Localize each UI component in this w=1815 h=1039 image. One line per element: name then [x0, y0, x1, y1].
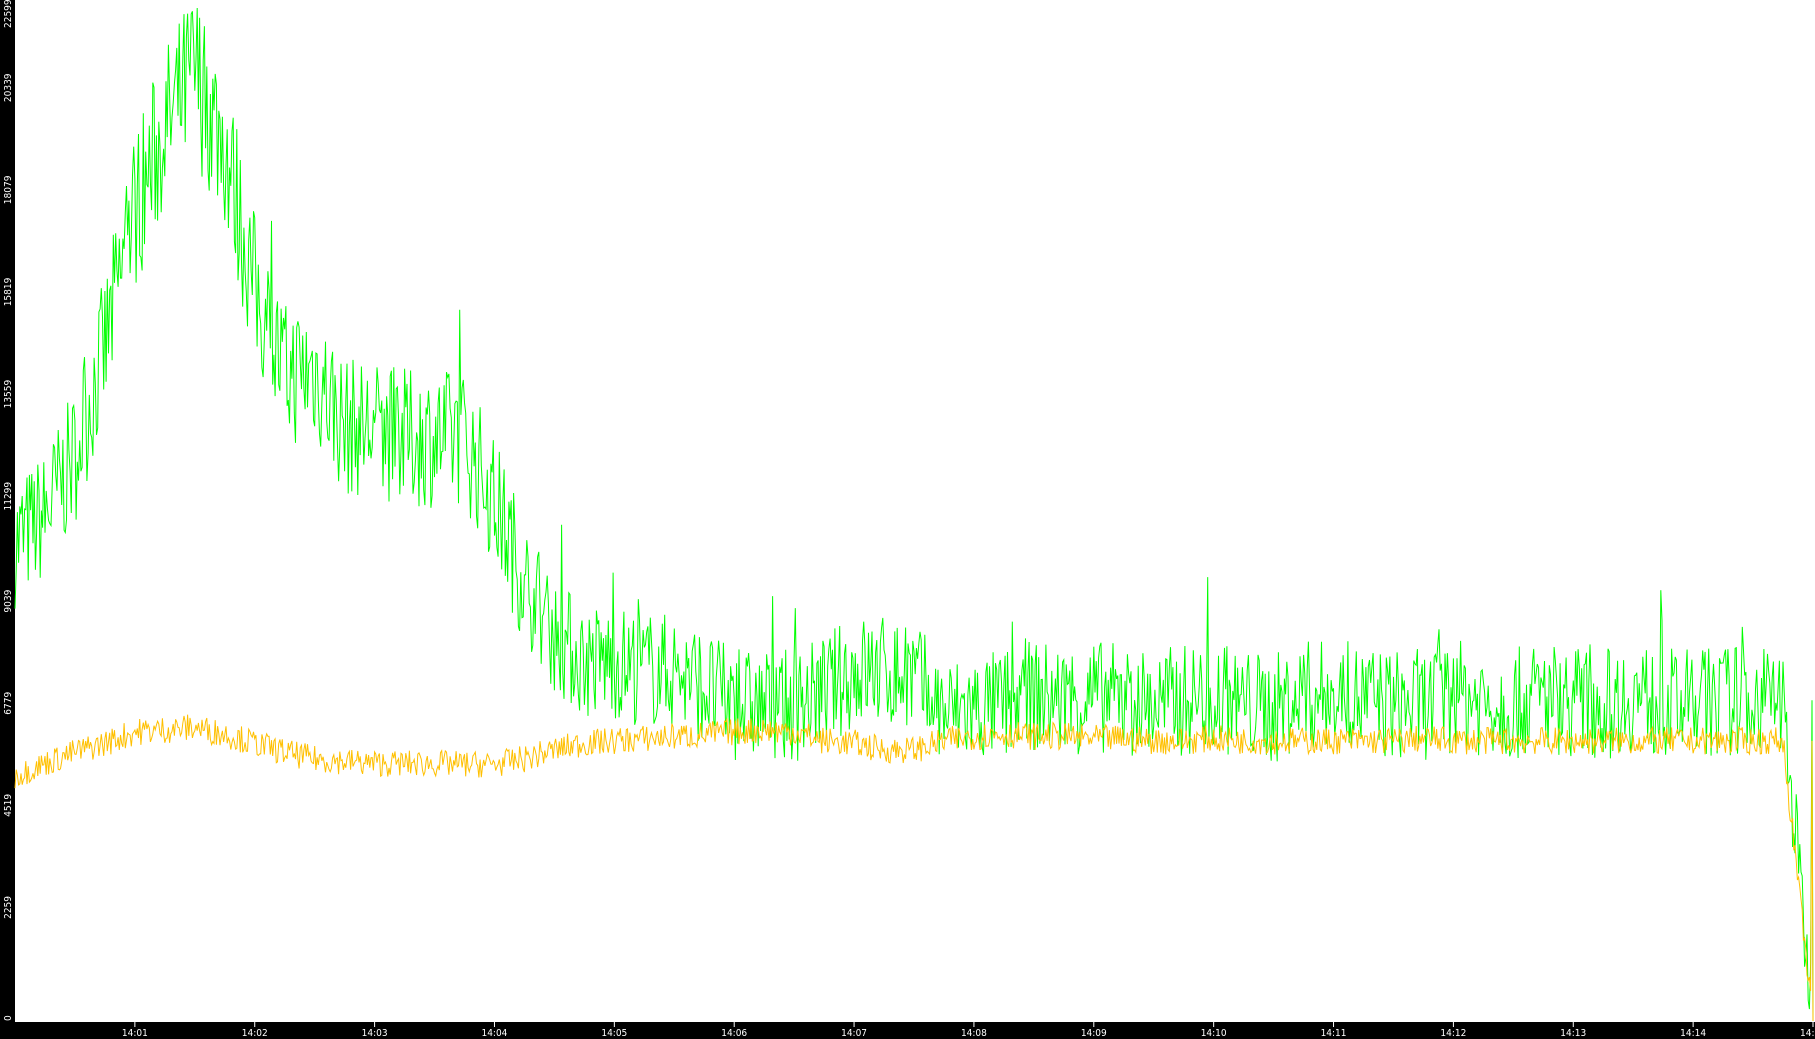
x-tick-label: 14:11: [1321, 1028, 1347, 1039]
x-tick-label: 14:14: [1680, 1028, 1706, 1039]
x-tick-label: 14:12: [1440, 1028, 1466, 1039]
y-tick-label: 2259: [3, 896, 14, 919]
x-tick-label: 14:10: [1201, 1028, 1227, 1039]
series-line-1: [14, 7, 1814, 1022]
y-tick-label: 15819: [3, 277, 14, 306]
x-tick-label: 14:07: [841, 1028, 867, 1039]
x-tick-label: 14:15: [1800, 1028, 1815, 1039]
series-line-2: [14, 714, 1814, 1022]
y-tick-label: 20339: [3, 73, 14, 102]
y-tick-label: 4519: [3, 794, 14, 817]
y-tick-label: 11299: [3, 482, 14, 511]
x-tick-label: 14:13: [1560, 1028, 1586, 1039]
plot-area: [15, 0, 1815, 1021]
y-tick-label: 9039: [3, 589, 14, 612]
x-tick-label: 14:08: [961, 1028, 987, 1039]
x-tick-label: 14:09: [1081, 1028, 1107, 1039]
y-tick-label: 13559: [3, 380, 14, 409]
y-tick-label: 0: [3, 1015, 14, 1021]
x-tick-label: 14:05: [601, 1028, 627, 1039]
x-tick-label: 14:04: [481, 1028, 507, 1039]
x-tick-label: 14:01: [122, 1028, 148, 1039]
x-tick-label: 14:03: [362, 1028, 388, 1039]
x-tick-label: 14:06: [721, 1028, 747, 1039]
y-tick-label: 18079: [3, 175, 14, 204]
y-tick-label: 22599: [3, 0, 14, 28]
x-tick-label: 14:02: [242, 1028, 268, 1039]
y-tick-label: 6779: [3, 692, 14, 715]
